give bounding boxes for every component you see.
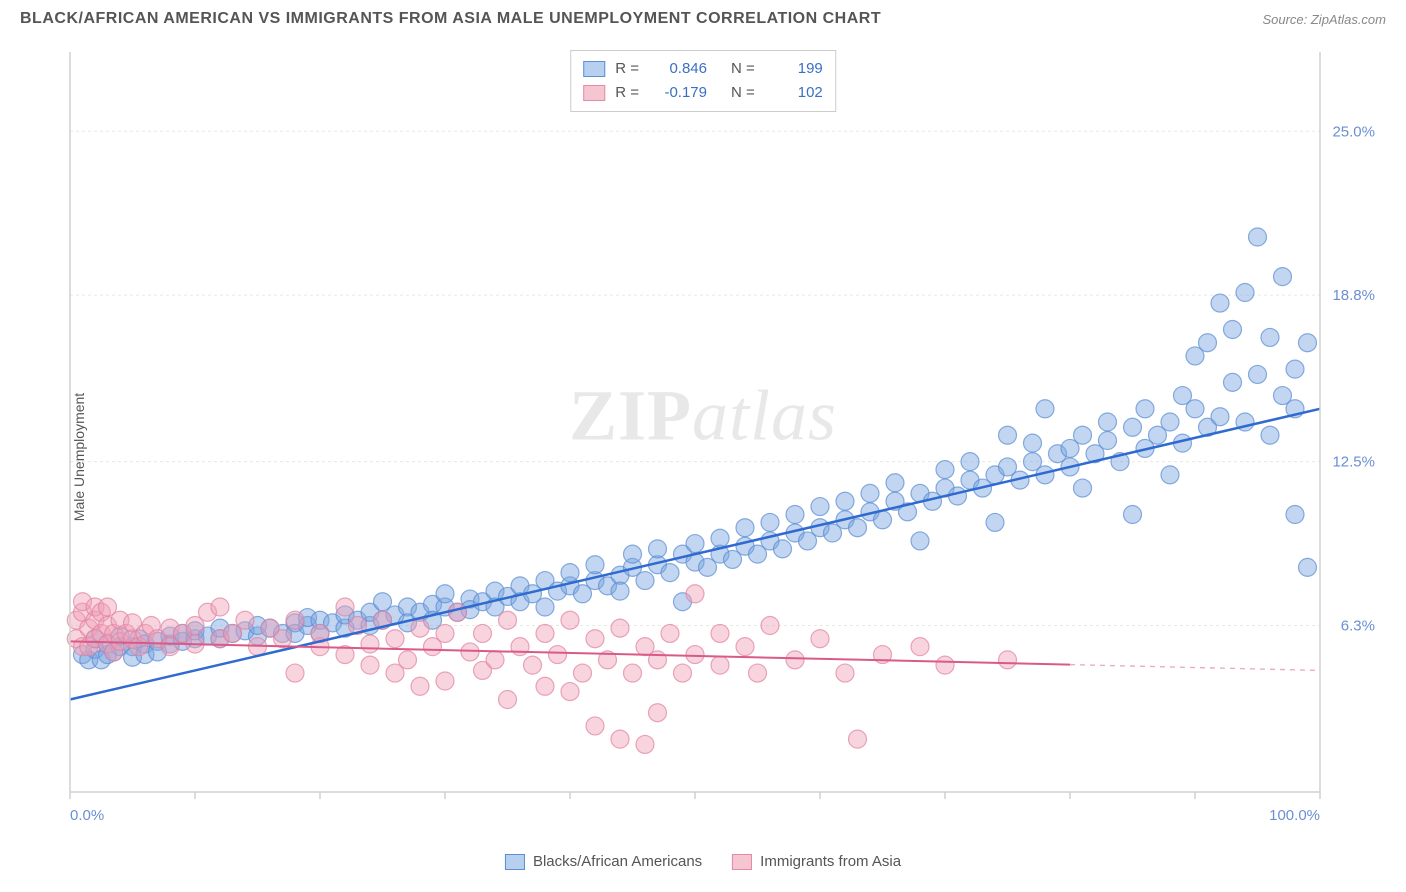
legend-item: Immigrants from Asia xyxy=(732,853,901,870)
svg-text:25.0%: 25.0% xyxy=(1332,123,1375,140)
legend-swatch xyxy=(732,854,752,870)
scatter-plot: 0.0% 100.0% 6.3% 12.5% 18.8% 25.0% xyxy=(60,42,1386,852)
source-attribution: Source: ZipAtlas.com xyxy=(1262,12,1386,27)
legend-swatch xyxy=(583,61,605,77)
svg-text:12.5%: 12.5% xyxy=(1332,454,1375,471)
legend-swatch xyxy=(505,854,525,870)
svg-text:18.8%: 18.8% xyxy=(1332,287,1375,304)
correlation-legend: R = 0.846 N = 199 R = -0.179 N = 102 xyxy=(570,50,836,112)
legend-label: Blacks/African Americans xyxy=(533,853,702,870)
legend-row: R = 0.846 N = 199 xyxy=(583,57,823,81)
legend-item: Blacks/African Americans xyxy=(505,853,702,870)
legend-label: Immigrants from Asia xyxy=(760,853,901,870)
chart-container: Male Unemployment ZIPatlas 0.0%100.0%6.3… xyxy=(20,42,1386,872)
legend-swatch xyxy=(583,85,605,101)
chart-title: BLACK/AFRICAN AMERICAN VS IMMIGRANTS FRO… xyxy=(20,10,881,28)
svg-text:0.0%: 0.0% xyxy=(70,807,104,824)
svg-text:100.0%: 100.0% xyxy=(1269,807,1320,824)
source-link[interactable]: ZipAtlas.com xyxy=(1311,12,1386,27)
legend-row: R = -0.179 N = 102 xyxy=(583,81,823,105)
svg-text:6.3%: 6.3% xyxy=(1341,618,1375,635)
series-legend: Blacks/African Americans Immigrants from … xyxy=(505,853,901,870)
